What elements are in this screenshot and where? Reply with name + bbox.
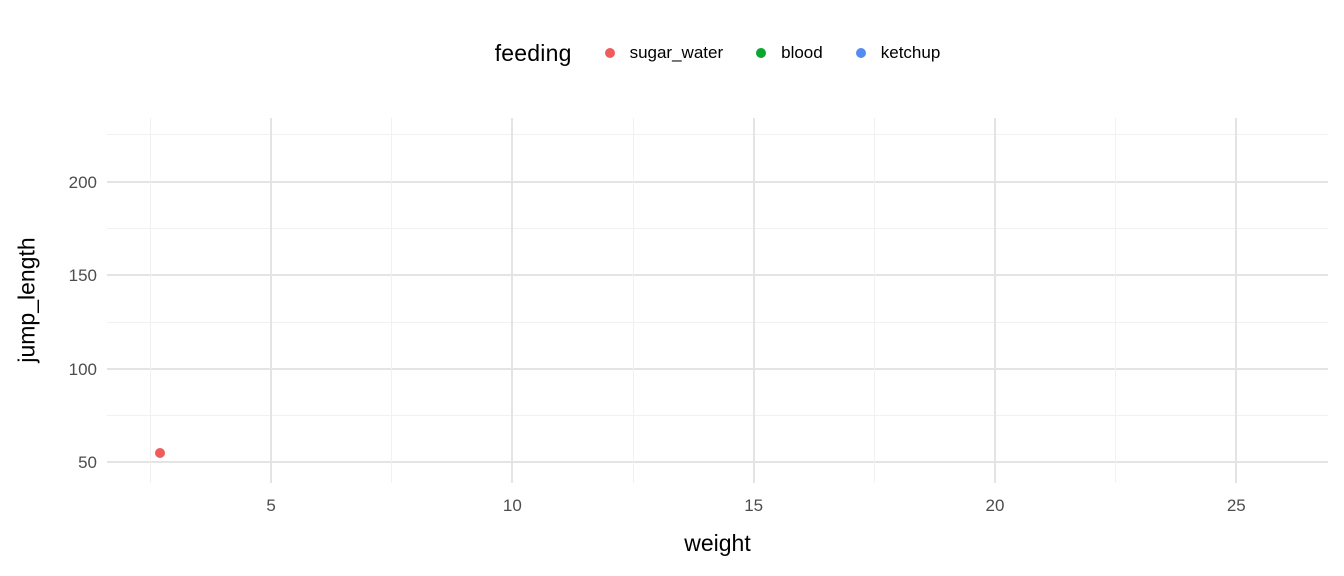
gridline-vertical-major (270, 118, 273, 483)
data-point-sugar_water (155, 448, 166, 459)
x-tick-label: 5 (266, 496, 276, 515)
gridline-vertical-minor (632, 118, 634, 483)
y-tick-label: 50 (78, 453, 97, 473)
gridline-vertical-minor (149, 118, 151, 483)
gridline-vertical-major (994, 118, 996, 483)
x-tick-label: 25 (1226, 496, 1246, 515)
legend-item-ketchup: ketchup (855, 43, 941, 63)
gridline-vertical-minor (391, 118, 393, 483)
legend-item-label: blood (781, 43, 823, 62)
legend-key-dot (604, 48, 615, 58)
gridline-vertical-minor (1115, 118, 1117, 483)
gridline-horizontal-minor (107, 227, 1328, 229)
legend-item-label: ketchup (880, 43, 941, 62)
gridline-horizontal-major (107, 367, 1328, 370)
legend: feeding sugar_water blood ketchup (107, 30, 1328, 76)
x-tick-label: 10 (502, 496, 522, 515)
y-tick-label: 150 (68, 266, 97, 286)
y-tick-label: 100 (68, 359, 97, 379)
legend-item-label: sugar_water (629, 43, 724, 62)
x-tick-label: 15 (744, 496, 764, 515)
gridline-horizontal-minor (107, 134, 1328, 136)
gridline-horizontal-minor (107, 321, 1328, 323)
gridline-vertical-major (1235, 118, 1238, 483)
legend-item-blood: blood (756, 43, 823, 63)
legend-key-dot (855, 48, 866, 58)
gridline-horizontal-major (107, 274, 1328, 277)
gridline-horizontal-minor (107, 415, 1328, 417)
x-tick-label: 20 (985, 496, 1005, 515)
legend-key-dot (756, 48, 767, 58)
gridline-vertical-minor (873, 118, 875, 483)
legend-item-sugar_water: sugar_water (604, 43, 724, 63)
y-tick-label: 200 (68, 172, 97, 192)
gridline-vertical-major (752, 118, 755, 483)
x-axis-title: weight (684, 530, 751, 556)
gridline-horizontal-major (107, 461, 1328, 464)
legend-title: feeding (494, 39, 572, 66)
gridline-vertical-major (511, 118, 514, 483)
gridline-horizontal-major (107, 180, 1328, 183)
